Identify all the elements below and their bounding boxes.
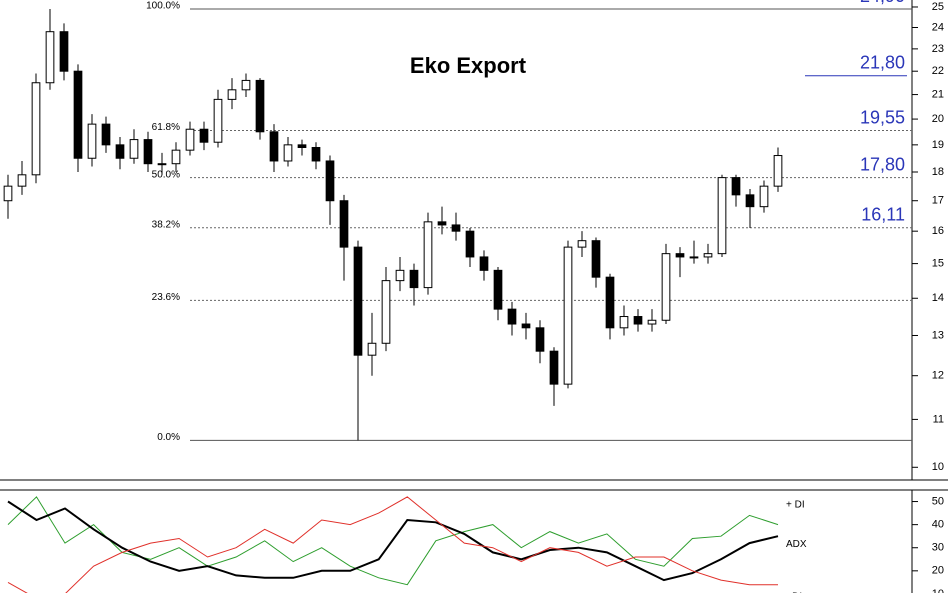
y-tick-label: 20 bbox=[932, 565, 944, 577]
indicator-line bbox=[7, 496, 778, 593]
candle-body bbox=[731, 177, 741, 196]
y-tick-label: 23 bbox=[932, 43, 944, 55]
y-tick-label: 18 bbox=[932, 166, 944, 178]
y-tick-label: 20 bbox=[932, 113, 944, 125]
legend-label: ADX bbox=[786, 539, 807, 550]
candle-body bbox=[675, 253, 685, 258]
candle-body bbox=[759, 185, 769, 208]
candle-body bbox=[773, 155, 783, 187]
candle-body bbox=[157, 163, 167, 166]
candle-body bbox=[689, 256, 699, 259]
candle-body bbox=[87, 123, 97, 159]
candle-body bbox=[185, 128, 195, 151]
candle-body bbox=[31, 82, 41, 176]
candle-body bbox=[171, 149, 181, 165]
y-tick-label: 21 bbox=[932, 88, 944, 100]
candle-body bbox=[479, 256, 489, 271]
candle-body bbox=[241, 79, 251, 91]
candle-body bbox=[717, 177, 727, 255]
y-tick-label: 22 bbox=[932, 65, 944, 77]
price-label: 21,80 bbox=[860, 53, 905, 73]
candle-body bbox=[283, 144, 293, 162]
price-label: 17,80 bbox=[860, 154, 905, 174]
fib-label: 38.2% bbox=[152, 219, 180, 230]
y-tick-label: 10 bbox=[932, 588, 944, 593]
candle-body bbox=[17, 174, 27, 187]
candle-body bbox=[395, 269, 405, 282]
y-tick-label: 17 bbox=[932, 195, 944, 207]
candle-body bbox=[325, 160, 335, 202]
candle-body bbox=[381, 280, 391, 344]
y-tick-label: 30 bbox=[932, 542, 944, 554]
candle-body bbox=[143, 139, 153, 165]
y-tick-label: 25 bbox=[932, 1, 944, 13]
candle-body bbox=[465, 230, 475, 258]
candle-body bbox=[227, 89, 237, 100]
y-tick-label: 50 bbox=[932, 495, 944, 507]
candle-body bbox=[199, 128, 209, 143]
y-tick-label: 12 bbox=[932, 370, 944, 382]
candle-body bbox=[535, 327, 545, 352]
y-tick-label: 14 bbox=[932, 292, 944, 304]
y-tick-label: 24 bbox=[932, 21, 944, 33]
chart-title: Eko Export bbox=[410, 53, 527, 78]
candle-body bbox=[437, 221, 447, 226]
fib-label: 0.0% bbox=[157, 432, 180, 443]
y-tick-label: 16 bbox=[932, 225, 944, 237]
candle-body bbox=[129, 139, 139, 159]
candle-body bbox=[339, 200, 349, 248]
candle-body bbox=[311, 146, 321, 162]
candle-body bbox=[73, 70, 83, 159]
candle-body bbox=[703, 253, 713, 258]
candle-body bbox=[45, 31, 55, 84]
candle-body bbox=[353, 246, 363, 356]
candle-body bbox=[507, 308, 517, 325]
price-label: 24,90 bbox=[860, 0, 905, 6]
candle-body bbox=[409, 269, 419, 289]
candle-body bbox=[367, 342, 377, 356]
y-tick-label: 15 bbox=[932, 258, 944, 270]
indicator-line bbox=[7, 500, 779, 582]
candle-body bbox=[577, 240, 587, 248]
indicator-line bbox=[7, 496, 779, 586]
candle-body bbox=[521, 323, 531, 329]
candle-body bbox=[297, 144, 307, 148]
candle-body bbox=[255, 79, 265, 133]
candle-body bbox=[563, 246, 573, 385]
fib-label: 50.0% bbox=[152, 169, 180, 180]
candle-body bbox=[115, 144, 125, 159]
fib-label: 23.6% bbox=[152, 292, 180, 303]
candle-body bbox=[59, 31, 69, 72]
candle-body bbox=[101, 123, 111, 146]
fib-label: 61.8% bbox=[152, 122, 180, 133]
legend-label: + DI bbox=[786, 499, 805, 510]
candle-body bbox=[605, 276, 615, 329]
candle-body bbox=[493, 269, 503, 310]
candle-body bbox=[661, 253, 671, 321]
candle-body bbox=[213, 98, 223, 143]
candle-body bbox=[619, 316, 629, 329]
candle-body bbox=[591, 240, 601, 278]
candle-body bbox=[549, 350, 559, 385]
y-tick-label: 13 bbox=[932, 329, 944, 341]
candle-body bbox=[647, 319, 657, 325]
candle-body bbox=[745, 194, 755, 208]
candle-body bbox=[633, 316, 643, 325]
y-tick-label: 11 bbox=[933, 413, 944, 425]
y-tick-label: 10 bbox=[932, 461, 944, 473]
candle-body bbox=[3, 185, 13, 202]
price-label: 16,11 bbox=[861, 204, 905, 224]
y-tick-label: 40 bbox=[932, 519, 944, 531]
y-tick-label: 19 bbox=[932, 139, 944, 151]
candle-body bbox=[269, 131, 279, 162]
price-label: 19,55 bbox=[860, 107, 905, 127]
candle-body bbox=[451, 224, 461, 232]
fib-label: 100.0% bbox=[146, 1, 180, 12]
candle-body bbox=[423, 221, 433, 289]
legend-label: - DI bbox=[786, 591, 802, 593]
